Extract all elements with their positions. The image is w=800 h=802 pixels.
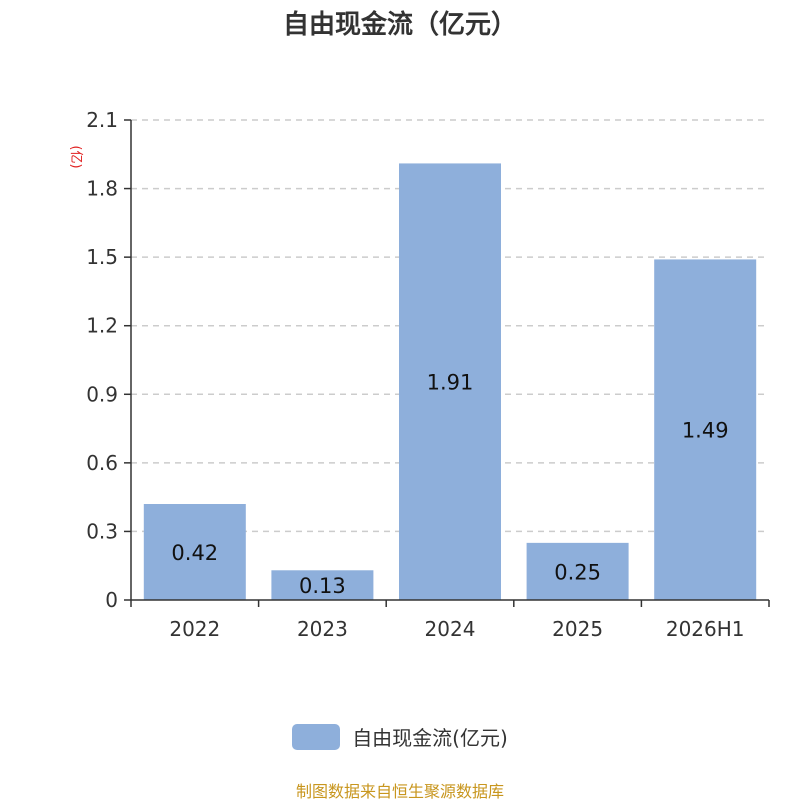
data-label: 1.49 xyxy=(682,419,729,443)
bar xyxy=(399,163,501,600)
y-tick-label: 0.9 xyxy=(86,382,118,406)
data-label: 1.91 xyxy=(427,371,474,395)
data-label: 0.13 xyxy=(299,574,346,598)
y-tick-label: 1.2 xyxy=(86,314,118,338)
y-axis-unit: (亿) xyxy=(68,145,83,168)
x-tick-label: 2022 xyxy=(169,617,220,641)
y-tick-label: 2.1 xyxy=(86,108,118,132)
y-tick-label: 1.8 xyxy=(86,177,118,201)
y-tick-label: 0.6 xyxy=(86,451,118,475)
source-note: 制图数据来自恒生聚源数据库 xyxy=(295,782,504,801)
legend-label: 自由现金流(亿元) xyxy=(352,726,508,750)
chart-title: 自由现金流（亿元） xyxy=(282,10,517,40)
y-tick-label: 1.5 xyxy=(86,245,118,269)
data-label: 0.25 xyxy=(554,560,601,584)
data-label: 0.42 xyxy=(171,541,218,565)
bar xyxy=(271,570,374,600)
x-tick-label: 2024 xyxy=(425,617,476,641)
x-tick-label: 2026H1 xyxy=(666,617,745,641)
legend[interactable]: 自由现金流(亿元) xyxy=(0,722,800,751)
bar xyxy=(654,259,757,600)
bar xyxy=(143,504,246,600)
y-tick-label: 0 xyxy=(105,588,118,612)
x-tick-label: 2025 xyxy=(552,617,603,641)
legend-swatch xyxy=(292,723,341,750)
bar xyxy=(526,542,629,600)
x-tick-label: 2023 xyxy=(297,617,348,641)
y-tick-label: 0.3 xyxy=(86,519,118,543)
